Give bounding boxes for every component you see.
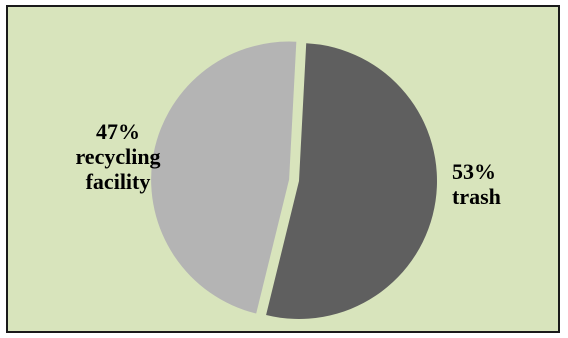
label-recycling-facility-percent: 47% [96, 119, 140, 144]
label-trash: 53% trash [452, 159, 536, 209]
pie-slice-recycling-facility [151, 41, 297, 314]
label-recycling-facility-line-1: recycling [75, 144, 161, 169]
chart-area: 47% recycling facility 53% trash [6, 5, 560, 333]
label-trash-percent: 53% [452, 159, 496, 184]
pie-chart [151, 41, 437, 319]
label-trash-text: trash [452, 184, 501, 209]
label-recycling-facility-line-2: facility [85, 169, 151, 194]
label-recycling-facility: 47% recycling facility [58, 119, 178, 194]
pie-slice-trash [266, 43, 437, 319]
